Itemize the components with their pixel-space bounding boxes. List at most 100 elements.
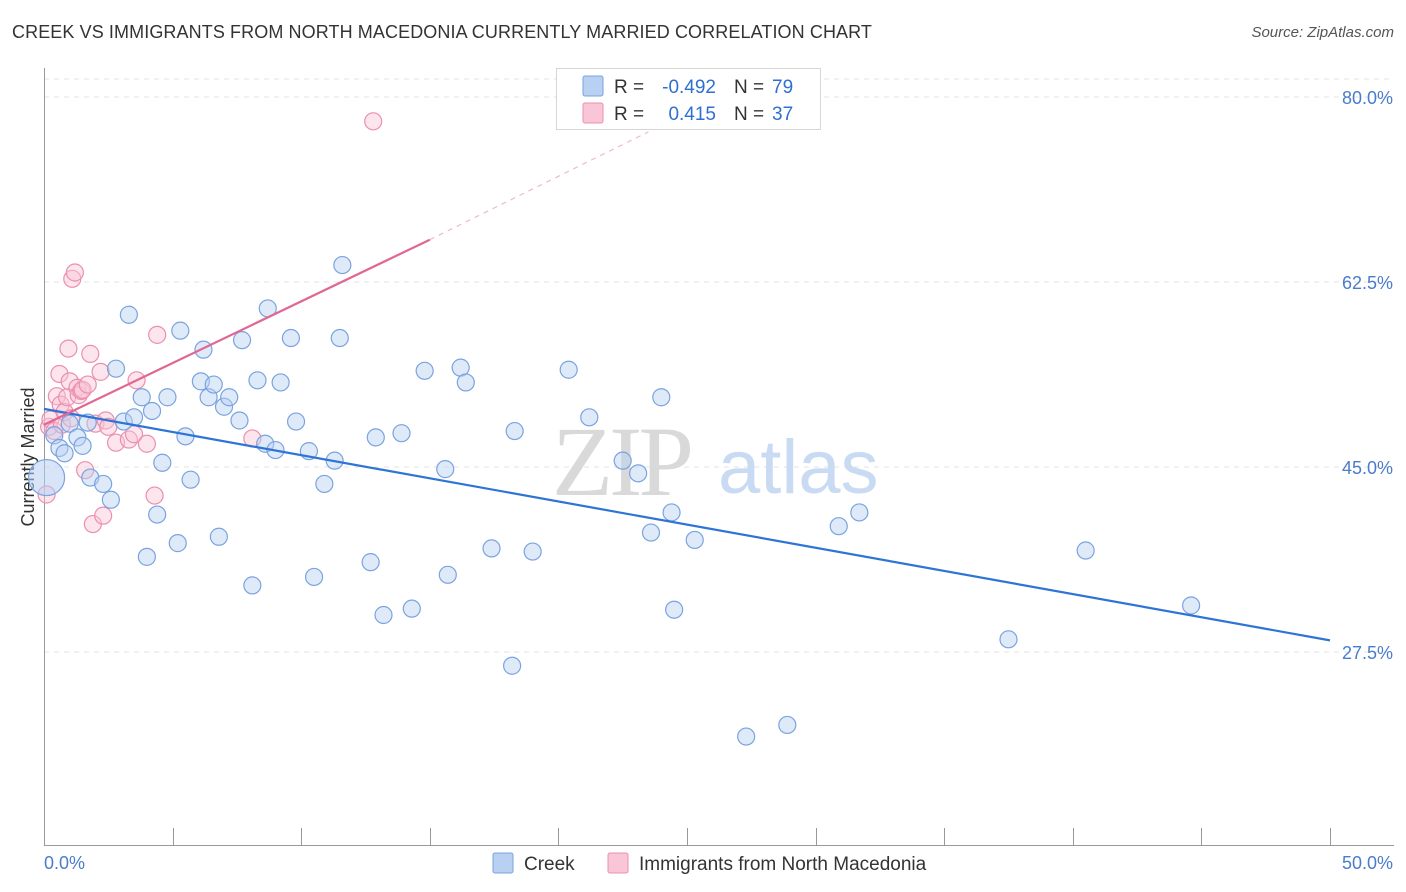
macedonia-point bbox=[119, 430, 138, 449]
series-creek-points bbox=[27, 255, 1201, 746]
creek-point bbox=[148, 505, 167, 524]
creek-point bbox=[361, 553, 380, 572]
legend-stats: R = -0.492 N = 79 R = 0.415 N = 37 bbox=[556, 68, 821, 130]
creek-point bbox=[106, 359, 126, 378]
creek-point bbox=[850, 503, 869, 522]
creek-point bbox=[281, 328, 301, 348]
creek-point bbox=[505, 421, 524, 441]
creek-point bbox=[737, 727, 756, 746]
x-tick-label-min: 0.0% bbox=[44, 853, 85, 873]
legend-swatch-creek bbox=[582, 75, 604, 97]
creek-trendline bbox=[43, 407, 1331, 642]
y-tick-labels: 27.5% 45.0% 62.5% 80.0% bbox=[1342, 88, 1393, 663]
x-axis-ticks bbox=[44, 828, 1331, 845]
y-tick-label: 80.0% bbox=[1342, 88, 1393, 108]
creek-point bbox=[168, 534, 187, 553]
y-tick-label: 62.5% bbox=[1342, 273, 1393, 293]
creek-point bbox=[171, 321, 190, 340]
creek-point bbox=[652, 388, 671, 407]
creek-point bbox=[829, 517, 848, 536]
legend-n-label-creek: N = bbox=[734, 77, 764, 98]
creek-point bbox=[662, 503, 681, 522]
creek-point bbox=[629, 464, 648, 483]
creek-point bbox=[220, 388, 239, 407]
legend-bottom-label-creek: Creek bbox=[524, 854, 575, 875]
trendlines bbox=[43, 131, 1331, 642]
macedonia-trendline bbox=[43, 238, 431, 426]
creek-point bbox=[204, 375, 223, 394]
creek-point bbox=[438, 565, 457, 584]
creek-point bbox=[523, 542, 542, 561]
creek-point bbox=[402, 599, 421, 618]
macedonia-point bbox=[81, 344, 100, 363]
macedonia-point bbox=[50, 364, 69, 384]
x-tick-label-max: 50.0% bbox=[1342, 853, 1393, 873]
creek-point bbox=[685, 530, 704, 550]
creek-point bbox=[158, 388, 177, 407]
source-label: Source: ZipAtlas.com bbox=[1251, 24, 1394, 41]
creek-point bbox=[641, 523, 661, 542]
creek-point bbox=[60, 414, 79, 433]
macedonia-point bbox=[145, 486, 164, 505]
legend-r-value-creek: -0.492 bbox=[662, 77, 716, 98]
macedonia-point bbox=[78, 375, 97, 394]
creek-point bbox=[315, 474, 334, 494]
creek-point bbox=[304, 567, 324, 587]
creek-point bbox=[415, 361, 434, 380]
legend-n-value-creek: 79 bbox=[772, 77, 793, 98]
legend-series: Creek Immigrants from North Macedonia bbox=[492, 852, 927, 875]
creek-point bbox=[142, 401, 162, 421]
creek-point bbox=[665, 600, 684, 619]
creek-point bbox=[230, 411, 249, 430]
legend-r-label-macedonia: R = bbox=[614, 104, 644, 125]
creek-point bbox=[613, 451, 632, 470]
creek-point bbox=[559, 360, 578, 379]
creek-point bbox=[580, 408, 599, 427]
macedonia-point bbox=[148, 325, 167, 344]
creek-point bbox=[503, 656, 522, 675]
creek-point bbox=[137, 547, 156, 566]
creek-point bbox=[374, 605, 393, 625]
creek-point bbox=[999, 630, 1018, 649]
creek-point bbox=[778, 715, 797, 735]
legend-swatch-macedonia bbox=[582, 102, 604, 124]
legend-bottom-swatch-creek bbox=[492, 852, 514, 874]
creek-point bbox=[55, 444, 74, 463]
watermark-atlas: atlas bbox=[718, 425, 879, 510]
legend-n-value-macedonia: 37 bbox=[772, 104, 793, 125]
legend-n-label-macedonia: N = bbox=[734, 104, 764, 125]
creek-point bbox=[456, 373, 475, 392]
macedonia-point bbox=[364, 112, 383, 131]
watermark-zip: ZIP bbox=[552, 406, 690, 517]
creek-point bbox=[181, 470, 200, 489]
y-tick-label: 45.0% bbox=[1342, 458, 1393, 478]
legend-bottom-label-macedonia: Immigrants from North Macedonia bbox=[639, 854, 927, 875]
creek-point bbox=[27, 458, 66, 497]
creek-point bbox=[153, 453, 172, 472]
creek-point bbox=[248, 371, 267, 390]
creek-point bbox=[333, 255, 352, 275]
macedonia-point bbox=[65, 263, 84, 282]
creek-point bbox=[392, 424, 411, 443]
creek-point bbox=[232, 331, 252, 350]
creek-point bbox=[214, 397, 234, 416]
creek-point bbox=[271, 373, 290, 392]
creek-point bbox=[94, 474, 113, 494]
watermark: ZIP atlas bbox=[552, 406, 879, 517]
legend-r-label-creek: R = bbox=[614, 77, 644, 98]
creek-point bbox=[1182, 596, 1201, 615]
macedonia-point bbox=[73, 380, 92, 399]
creek-point bbox=[73, 436, 92, 455]
chart-title: CREEK VS IMMIGRANTS FROM NORTH MACEDONIA… bbox=[12, 22, 873, 42]
legend-bottom-swatch-macedonia bbox=[607, 852, 629, 874]
gridlines bbox=[44, 78, 1394, 653]
macedonia-point bbox=[59, 339, 78, 358]
creek-point bbox=[132, 388, 151, 407]
creek-point bbox=[482, 539, 501, 558]
creek-point bbox=[194, 340, 213, 359]
creek-point bbox=[1076, 541, 1095, 560]
y-tick-label: 27.5% bbox=[1342, 643, 1393, 663]
creek-point bbox=[243, 576, 262, 595]
creek-point bbox=[119, 305, 138, 324]
